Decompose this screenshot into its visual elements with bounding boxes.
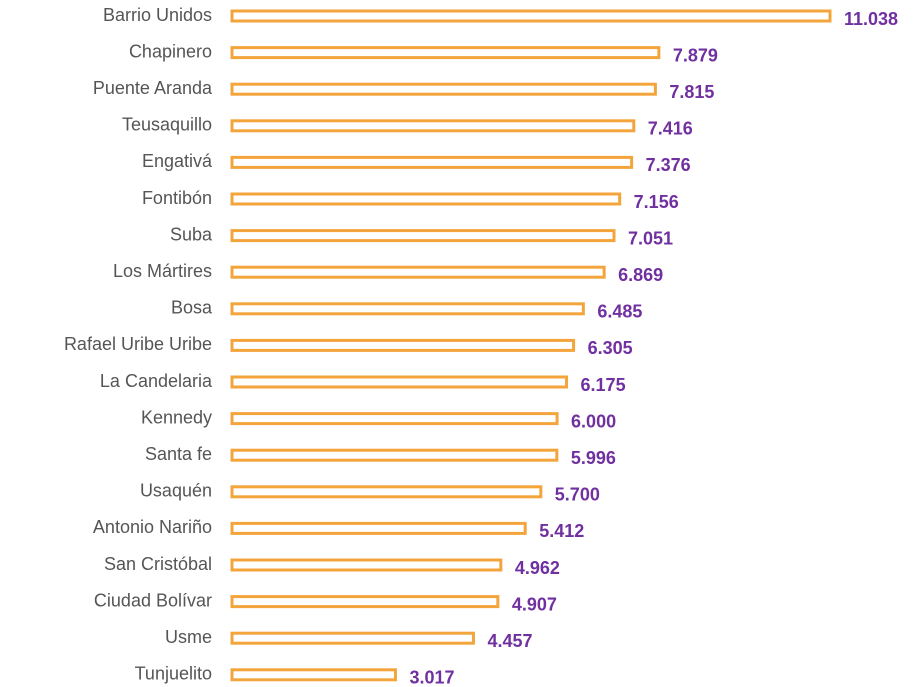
category-label: Chapinero [129, 41, 212, 61]
bar [230, 595, 500, 609]
bar [230, 302, 585, 316]
value-label: 7.416 [648, 119, 693, 139]
value-label: 7.879 [673, 45, 718, 65]
value-label: 11.038 [844, 9, 898, 29]
category-label: La Candelaria [100, 371, 213, 391]
value-label: 6.000 [571, 411, 616, 431]
bar [230, 265, 606, 279]
value-label: 5.412 [539, 521, 584, 541]
value-label: 4.457 [487, 631, 532, 651]
category-label: Usme [165, 627, 212, 647]
value-label: 7.376 [646, 155, 691, 175]
value-label: 5.700 [555, 485, 600, 505]
category-label: Puente Aranda [93, 78, 213, 98]
value-label: 6.175 [581, 375, 626, 395]
bar [230, 485, 543, 499]
bar [230, 229, 616, 243]
bar [230, 119, 636, 133]
value-label: 7.051 [628, 228, 673, 248]
bar [230, 155, 634, 169]
bar [230, 338, 576, 352]
category-label: Teusaquillo [122, 115, 212, 135]
category-label: Bosa [171, 298, 213, 318]
value-label: 6.869 [618, 265, 663, 285]
category-label: Rafael Uribe Uribe [64, 334, 212, 354]
bar [230, 631, 475, 645]
value-label: 7.815 [669, 82, 714, 102]
category-label: Antonio Nariño [93, 517, 212, 537]
value-label: 4.962 [515, 558, 560, 578]
bar [230, 82, 657, 96]
bar [230, 46, 661, 60]
value-label: 6.305 [588, 338, 633, 358]
bar [230, 558, 503, 572]
bar [230, 192, 622, 206]
category-label: San Cristóbal [104, 554, 212, 574]
bar [230, 448, 559, 462]
category-label: Usaquén [140, 481, 212, 501]
bar [230, 375, 569, 389]
category-label: Kennedy [141, 407, 212, 427]
value-label: 4.907 [512, 594, 557, 614]
value-label: 3.017 [409, 668, 454, 687]
category-label: Tunjuelito [135, 664, 212, 684]
category-label: Suba [170, 224, 213, 244]
bar [230, 668, 397, 682]
category-label: Ciudad Bolívar [94, 590, 212, 610]
category-label: Fontibón [142, 188, 212, 208]
category-label: Los Mártires [113, 261, 212, 281]
bar [230, 9, 832, 23]
category-label: Santa fe [145, 444, 212, 464]
category-label: Engativá [142, 151, 213, 171]
category-label: Barrio Unidos [103, 5, 212, 25]
value-label: 6.485 [597, 302, 642, 322]
value-label: 7.156 [634, 192, 679, 212]
bar [230, 521, 527, 535]
bar [230, 412, 559, 426]
value-label: 5.996 [571, 448, 616, 468]
